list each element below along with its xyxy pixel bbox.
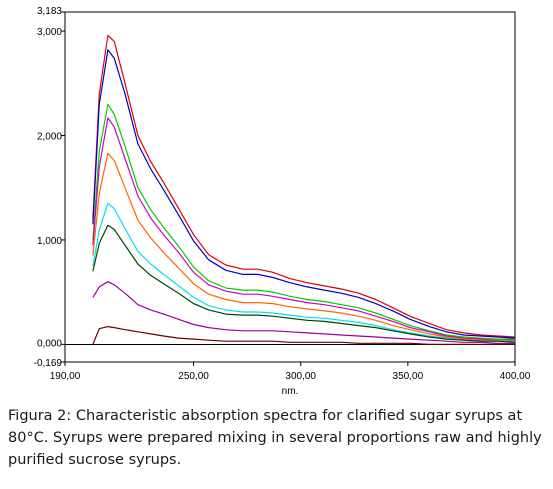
spectra-chart: 3,183 3,000 2,000 1,000 0,000 -0,169 190,00 25… xyxy=(34,6,531,397)
caption-line-2: 80°C. Syrups were prepared mixing in sev… xyxy=(8,430,542,446)
series-line-1 xyxy=(92,34,516,338)
series-line-4 xyxy=(92,117,515,341)
series-line-2 xyxy=(92,49,516,339)
x-tick-label: 190,00 xyxy=(50,371,81,382)
y-tick-label: -0,169 xyxy=(34,358,63,369)
x-axis-title: nm. xyxy=(282,386,299,397)
series-line-3 xyxy=(92,103,515,340)
caption-line-1: Figura 2: Characteristic absorption spec… xyxy=(8,408,523,424)
figure-caption: Figura 2: Characteristic absorption spec… xyxy=(8,405,548,471)
x-tick-label: 350,00 xyxy=(393,371,424,382)
series-line-9 xyxy=(92,326,515,345)
y-tick-label: 3,183 xyxy=(37,6,62,17)
y-tick-label: 2,000 xyxy=(37,132,62,143)
series-line-5 xyxy=(92,152,516,342)
x-tick-label: 300,00 xyxy=(285,371,316,382)
x-tick-label: 250,00 xyxy=(178,371,209,382)
series-line-7 xyxy=(92,224,516,343)
series-group xyxy=(92,34,516,345)
x-tick-label: 400,00 xyxy=(500,371,531,382)
y-tick-label: 0,000 xyxy=(37,338,62,349)
y-tick-label: 3,000 xyxy=(37,27,62,38)
caption-line-3: purified sucrose syrups. xyxy=(8,452,182,468)
y-tick-label: 1,000 xyxy=(37,236,62,247)
x-axis-ticks: 190,00 250,00 300,00 350,00 400,00 xyxy=(50,362,531,382)
plot-frame xyxy=(64,11,516,363)
y-axis-ticks: 3,183 3,000 2,000 1,000 0,000 -0,169 xyxy=(34,6,65,369)
series-line-6 xyxy=(92,202,515,342)
series-line-8 xyxy=(92,281,515,344)
